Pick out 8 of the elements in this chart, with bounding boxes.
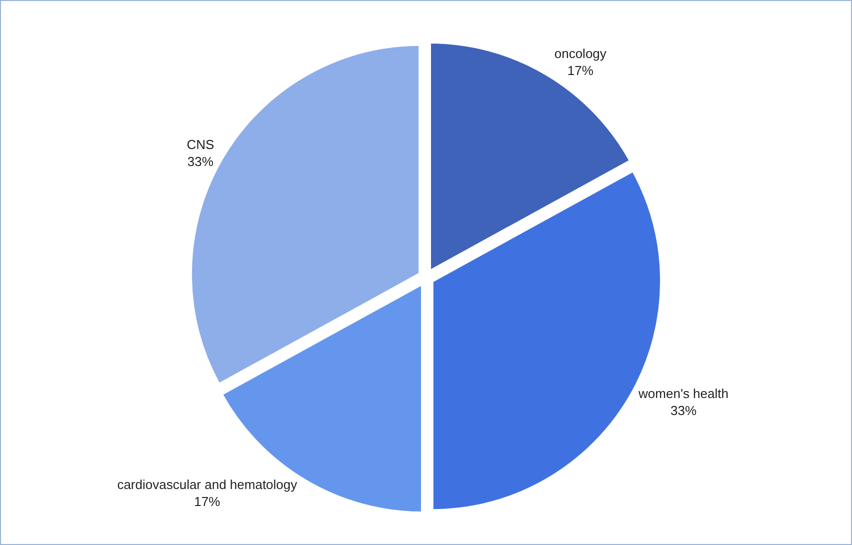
data-label: 33% [670, 402, 697, 418]
data-label: 17% [567, 63, 594, 78]
data-label: 33% [187, 154, 214, 169]
data-label: 17% [194, 494, 221, 509]
slice-label: CNS [186, 137, 214, 152]
slice-label: oncology [554, 46, 607, 62]
slice-label: women's health [638, 386, 728, 402]
slice-label: cardiovascular and hematology [117, 476, 298, 492]
